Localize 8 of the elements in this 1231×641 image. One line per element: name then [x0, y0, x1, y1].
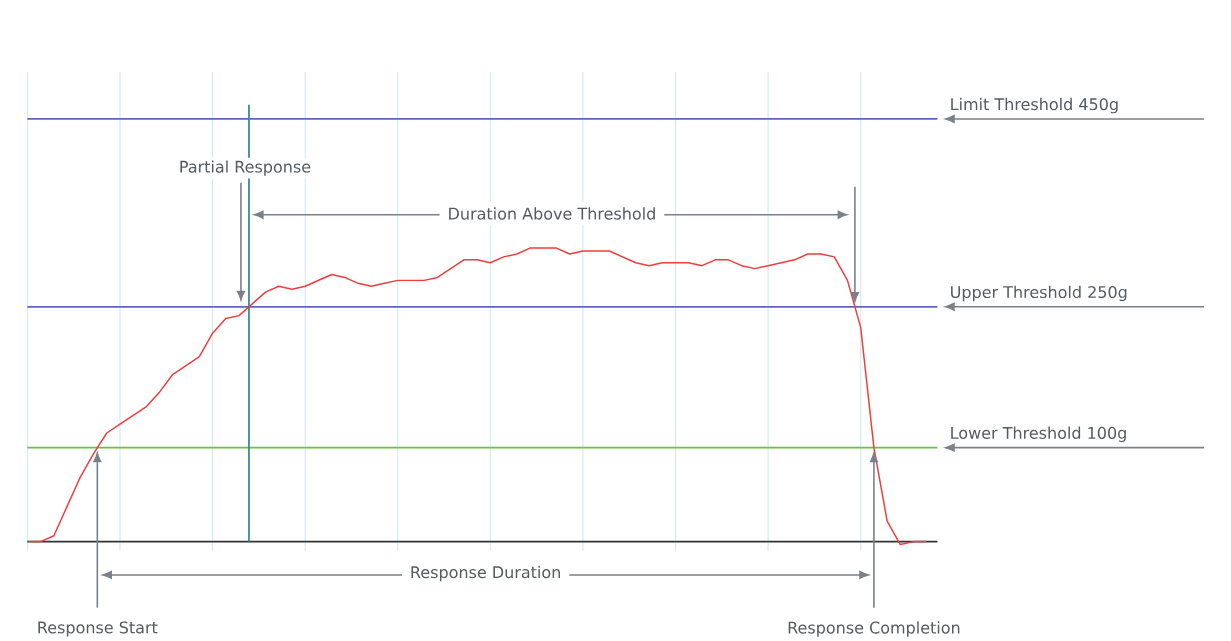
text: Duration Above Threshold — [449, 207, 655, 220]
ref-line-label: Limit Threshold 450g — [951, 97, 1118, 114]
text: Response Duration — [411, 565, 560, 582]
ref-line-label: Upper Threshold 250g — [951, 285, 1127, 302]
text: Response Completion — [788, 621, 960, 637]
ref-line-label: Lower Threshold 100g — [951, 426, 1126, 443]
text: Response Start — [38, 621, 158, 637]
text: Partial Response — [180, 160, 311, 176]
